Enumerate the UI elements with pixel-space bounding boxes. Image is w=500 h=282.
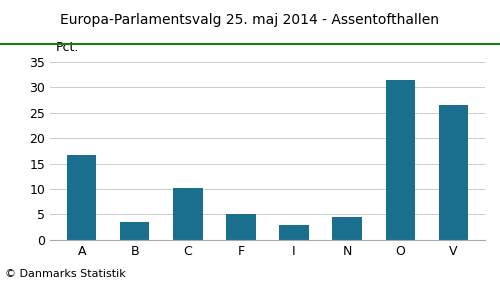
Bar [120,222,150,240]
Bar [226,214,256,240]
Bar [386,80,414,240]
Bar [67,155,96,240]
Bar [438,105,468,240]
Text: Pct.: Pct. [56,41,78,54]
Bar [332,217,362,240]
Text: © Danmarks Statistik: © Danmarks Statistik [5,269,126,279]
Bar [280,225,308,240]
Text: Europa-Parlamentsvalg 25. maj 2014 - Assentofthallen: Europa-Parlamentsvalg 25. maj 2014 - Ass… [60,13,440,27]
Bar [174,188,203,240]
